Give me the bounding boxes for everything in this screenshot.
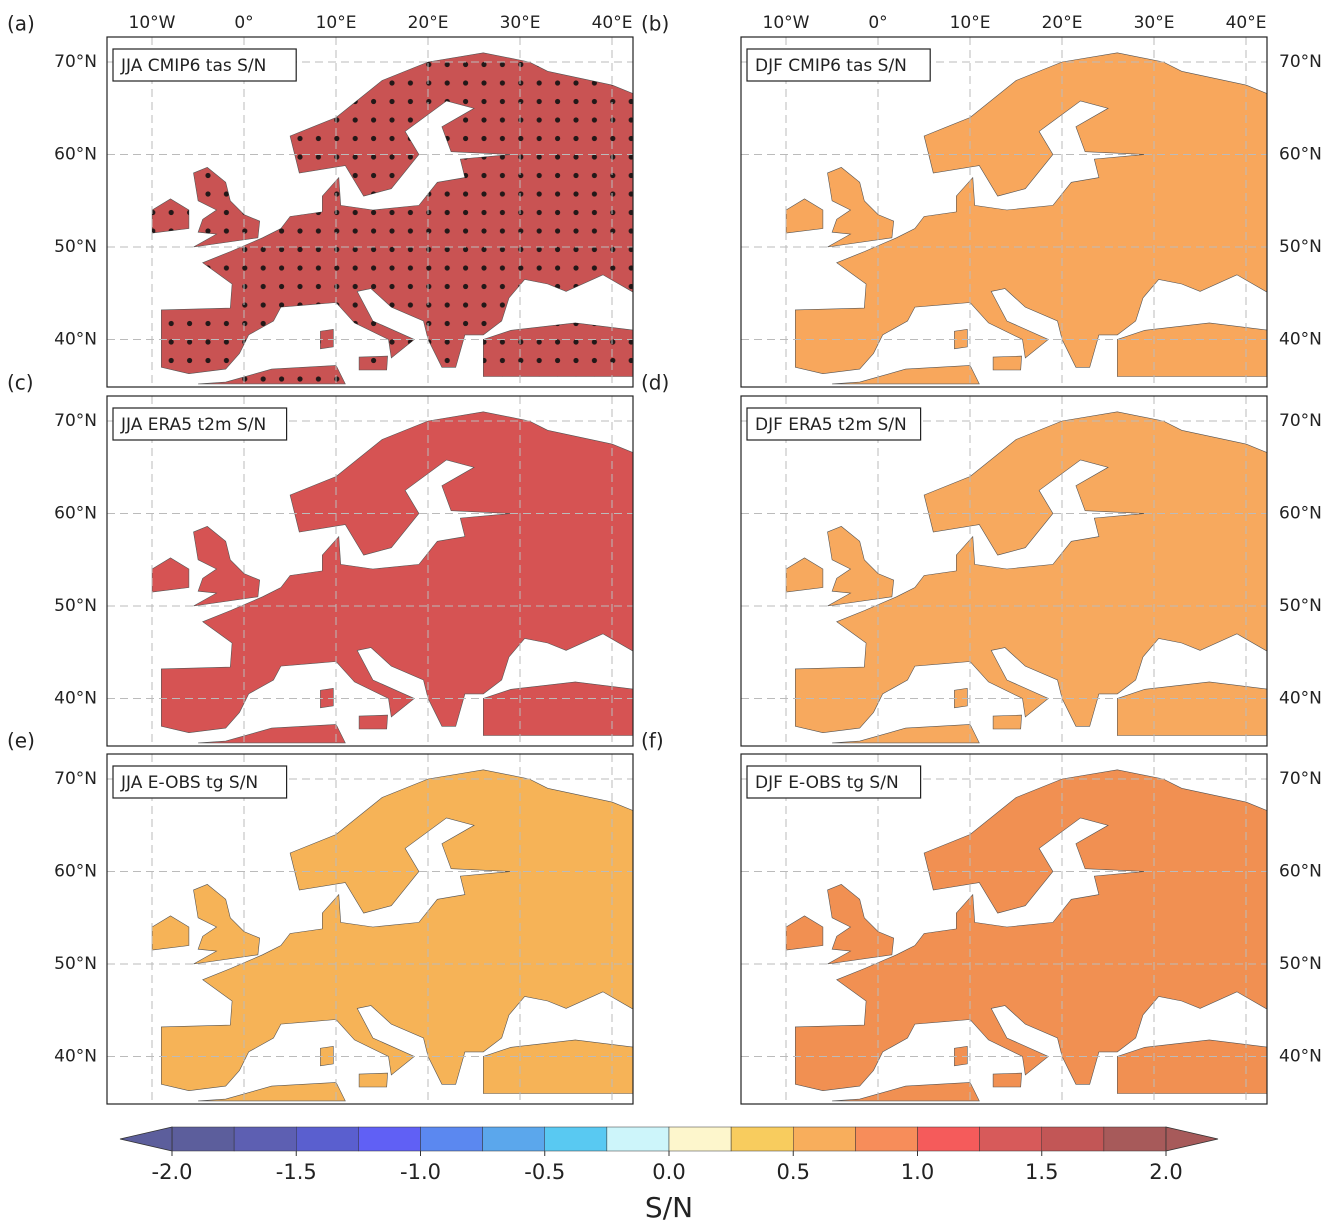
map-panel: DJF ERA5 t2m S/N <box>741 396 1269 746</box>
lat-tick-label: 70°N <box>1279 411 1322 431</box>
lon-tick-label: 20°E <box>408 13 449 33</box>
colorbar-tick-label: 0.5 <box>777 1160 810 1184</box>
map-panel: JJA E-OBS tg S/N <box>107 754 635 1104</box>
lat-tick-label: 60°N <box>54 145 97 165</box>
lon-tick-label: 0° <box>868 13 887 33</box>
colorbar-segment <box>669 1127 731 1151</box>
lat-tick-label: 60°N <box>1279 862 1322 882</box>
lat-tick-label: 50°N <box>1279 596 1322 616</box>
lat-tick-label: 50°N <box>54 954 97 974</box>
lat-tick-label: 70°N <box>1279 769 1322 789</box>
colorbar-tick-label: -1.0 <box>400 1160 441 1184</box>
lon-tick-label: 10°W <box>763 13 810 33</box>
colorbar-segment <box>483 1127 545 1151</box>
lon-tick-label: 10°W <box>129 13 176 33</box>
lat-tick-label: 60°N <box>54 504 97 524</box>
map-area <box>741 37 1269 387</box>
lat-tick-label: 70°N <box>1279 52 1322 72</box>
map-panel: JJA ERA5 t2m S/N <box>107 396 635 746</box>
panel-label: (c) <box>7 371 34 395</box>
panel-title: JJA CMIP6 tas S/N <box>120 56 266 76</box>
panel-title: DJF CMIP6 tas S/N <box>755 56 907 76</box>
panel-label: (d) <box>641 371 669 395</box>
lon-tick-label: 40°E <box>592 13 633 33</box>
colorbar-tick-label: 1.0 <box>901 1160 934 1184</box>
colorbar-tick-label: -0.5 <box>524 1160 565 1184</box>
lat-tick-label: 40°N <box>1279 689 1322 709</box>
lon-tick-label: 20°E <box>1042 13 1083 33</box>
lat-tick-label: 40°N <box>1279 1047 1322 1067</box>
map-area <box>107 396 635 746</box>
colorbar-segment <box>1104 1127 1166 1151</box>
lon-tick-label: 30°E <box>500 13 541 33</box>
map-area <box>107 37 635 387</box>
lon-tick-label: 10°E <box>316 13 357 33</box>
lon-tick-label: 30°E <box>1134 13 1175 33</box>
lon-tick-label: 10°E <box>950 13 991 33</box>
panel-title: DJF ERA5 t2m S/N <box>755 415 907 435</box>
land <box>993 715 1022 729</box>
colorbar-segment <box>1042 1127 1104 1151</box>
land <box>359 715 388 729</box>
land <box>993 356 1022 370</box>
lat-tick-label: 70°N <box>54 52 97 72</box>
map-area <box>741 754 1269 1104</box>
colorbar-segment <box>296 1127 358 1151</box>
colorbar-tick-label: 0.0 <box>652 1160 685 1184</box>
lat-tick-label: 50°N <box>54 237 97 257</box>
colorbar-segment <box>980 1127 1042 1151</box>
colorbar-tick-label: 2.0 <box>1149 1160 1182 1184</box>
colorbar-extend-low <box>120 1127 172 1151</box>
lat-tick-label: 50°N <box>1279 237 1322 257</box>
lat-tick-label: 40°N <box>54 689 97 709</box>
colorbar-segment <box>855 1127 917 1151</box>
lat-tick-label: 70°N <box>54 769 97 789</box>
colorbar-tick-label: -1.5 <box>276 1160 317 1184</box>
colorbar-extend-high <box>1166 1127 1218 1151</box>
land <box>359 1073 388 1087</box>
lat-tick-label: 60°N <box>1279 504 1322 524</box>
colorbar-segment <box>234 1127 296 1151</box>
figure: JJA CMIP6 tas S/N (a) 70°N 60°N 50°N 40°N 10°W… <box>0 0 1338 1225</box>
panel-title: JJA ERA5 t2m S/N <box>120 415 266 435</box>
panel-label: (e) <box>7 729 35 753</box>
panel-label: (a) <box>7 12 35 36</box>
land <box>993 1073 1022 1087</box>
panel-title: DJF E-OBS tg S/N <box>755 773 899 793</box>
colorbar-segment <box>358 1127 420 1151</box>
stippling <box>359 356 388 370</box>
colorbar-segment <box>607 1127 669 1151</box>
colorbar-segment <box>731 1127 793 1151</box>
map-panel: JJA CMIP6 tas S/N <box>107 37 635 387</box>
lon-tick-label: 0° <box>234 13 253 33</box>
lat-tick-label: 50°N <box>54 596 97 616</box>
colorbar-segment <box>172 1127 234 1151</box>
lat-tick-label: 60°N <box>1279 145 1322 165</box>
map-panel: DJF E-OBS tg S/N <box>741 754 1269 1104</box>
lat-tick-label: 70°N <box>54 411 97 431</box>
lat-tick-label: 40°N <box>1279 330 1322 350</box>
lat-tick-label: 50°N <box>1279 954 1322 974</box>
map-area <box>741 396 1269 746</box>
map-panel: DJF CMIP6 tas S/N <box>741 37 1269 387</box>
colorbar-segment <box>545 1127 607 1151</box>
lat-tick-label: 40°N <box>54 1047 97 1067</box>
panel-label: (b) <box>641 12 669 36</box>
colorbar-tick-label: -2.0 <box>152 1160 193 1184</box>
colorbar-segment <box>793 1127 855 1151</box>
panel-title: JJA E-OBS tg S/N <box>120 773 258 793</box>
panel-label: (f) <box>641 729 664 753</box>
lat-tick-label: 40°N <box>54 330 97 350</box>
map-area <box>107 754 635 1104</box>
colorbar-segment <box>918 1127 980 1151</box>
lon-tick-label: 40°E <box>1226 13 1267 33</box>
lat-tick-label: 60°N <box>54 862 97 882</box>
colorbar-segment <box>421 1127 483 1151</box>
colorbar-tick-label: 1.5 <box>1025 1160 1058 1184</box>
colorbar-label: S/N <box>645 1191 693 1224</box>
